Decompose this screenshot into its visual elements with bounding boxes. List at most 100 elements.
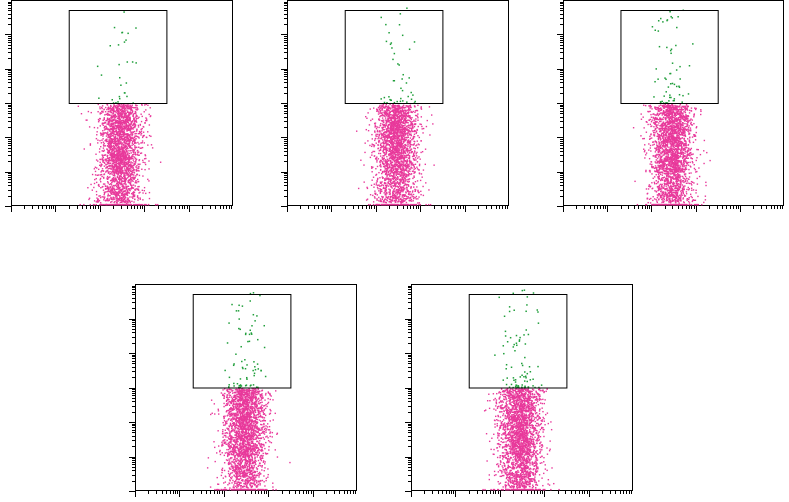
event-dot bbox=[123, 107, 126, 109]
event-dot bbox=[122, 164, 124, 166]
event-dot bbox=[123, 195, 125, 198]
event-dot bbox=[386, 109, 388, 111]
event-dot bbox=[129, 108, 131, 110]
event-dot bbox=[111, 178, 114, 180]
event-dot bbox=[132, 171, 134, 173]
event-dot bbox=[402, 197, 405, 199]
event-dot bbox=[405, 128, 407, 130]
event-dot bbox=[369, 144, 371, 147]
event-dot bbox=[121, 129, 123, 131]
event-dot bbox=[411, 122, 413, 125]
event-dot bbox=[118, 122, 120, 125]
event-dot bbox=[400, 139, 402, 141]
event-dot bbox=[116, 176, 119, 179]
event-dot bbox=[396, 190, 398, 193]
event-dot bbox=[400, 115, 403, 117]
event-dot bbox=[420, 108, 423, 110]
event-dot bbox=[129, 196, 131, 198]
event-dot bbox=[125, 165, 127, 167]
event-dot bbox=[381, 112, 383, 115]
event-dot bbox=[409, 152, 411, 154]
event-dot bbox=[383, 135, 385, 138]
event-dot bbox=[393, 135, 395, 138]
event-dot bbox=[387, 133, 390, 135]
event-dot bbox=[131, 147, 133, 149]
event-dot bbox=[128, 114, 131, 116]
event-dot bbox=[119, 153, 122, 155]
event-dot bbox=[406, 162, 408, 165]
event-dot bbox=[116, 168, 119, 170]
event-dot bbox=[109, 154, 111, 156]
event-dot bbox=[387, 163, 389, 165]
event-dot bbox=[395, 162, 397, 164]
event-dot bbox=[404, 180, 406, 182]
event-dot bbox=[397, 186, 399, 188]
event-dot bbox=[381, 130, 383, 132]
event-dot bbox=[117, 151, 120, 154]
event-dot bbox=[385, 147, 388, 149]
event-dot bbox=[118, 198, 120, 201]
event-dot bbox=[403, 161, 405, 164]
event-dot bbox=[394, 131, 396, 133]
event-dot bbox=[379, 165, 381, 167]
event-dot bbox=[131, 137, 133, 140]
event-dot bbox=[389, 159, 392, 162]
event-dot bbox=[120, 178, 122, 180]
event-dot bbox=[117, 145, 120, 147]
event-dot bbox=[101, 139, 103, 141]
event-dot bbox=[386, 178, 388, 180]
event-dot bbox=[122, 191, 124, 193]
event-dot bbox=[117, 105, 120, 108]
event-dot bbox=[129, 136, 131, 138]
event-dot bbox=[418, 172, 421, 174]
event-dot bbox=[382, 115, 384, 117]
event-dot bbox=[124, 133, 126, 136]
event-dot bbox=[146, 136, 148, 139]
event-dot bbox=[406, 133, 408, 135]
event-dot bbox=[106, 132, 108, 135]
event-dot bbox=[395, 112, 397, 114]
event-dot bbox=[408, 192, 410, 195]
event-dot bbox=[408, 178, 411, 180]
event-dot bbox=[128, 145, 130, 147]
event-dot bbox=[373, 183, 375, 185]
event-dot bbox=[410, 187, 412, 189]
event-dot bbox=[115, 127, 118, 130]
event-dot bbox=[390, 200, 392, 202]
event-dot bbox=[382, 142, 385, 145]
event-dot bbox=[405, 169, 408, 171]
event-dot bbox=[133, 142, 136, 145]
event-dot bbox=[118, 161, 120, 164]
event-dot bbox=[410, 124, 412, 126]
event-dot bbox=[111, 124, 113, 126]
event-dot bbox=[122, 128, 124, 131]
event-dot bbox=[144, 168, 146, 171]
event-dot bbox=[94, 170, 97, 173]
event-dot bbox=[394, 156, 397, 158]
event-dot bbox=[404, 146, 407, 148]
event-dot bbox=[118, 167, 121, 170]
event-dot bbox=[384, 138, 386, 140]
event-dot bbox=[112, 153, 115, 155]
event-dot bbox=[114, 138, 117, 141]
event-dot bbox=[117, 165, 119, 168]
event-dot bbox=[104, 191, 107, 193]
event-dot bbox=[415, 195, 418, 198]
event-dot bbox=[115, 192, 118, 195]
event-dot bbox=[379, 160, 381, 163]
event-dot bbox=[114, 196, 116, 199]
event-dot bbox=[104, 154, 107, 156]
event-dot bbox=[395, 143, 397, 145]
event-dot bbox=[414, 157, 417, 159]
event-dot bbox=[114, 127, 116, 130]
event-dot bbox=[129, 139, 132, 141]
event-dot bbox=[116, 155, 119, 157]
event-dot bbox=[397, 118, 399, 120]
event-dot bbox=[385, 121, 388, 124]
event-dot bbox=[114, 134, 117, 136]
population-positive bbox=[96, 11, 137, 104]
event-dot bbox=[385, 187, 387, 190]
event-dot bbox=[109, 171, 111, 173]
event-dot bbox=[393, 111, 395, 113]
event-dot bbox=[376, 198, 378, 200]
